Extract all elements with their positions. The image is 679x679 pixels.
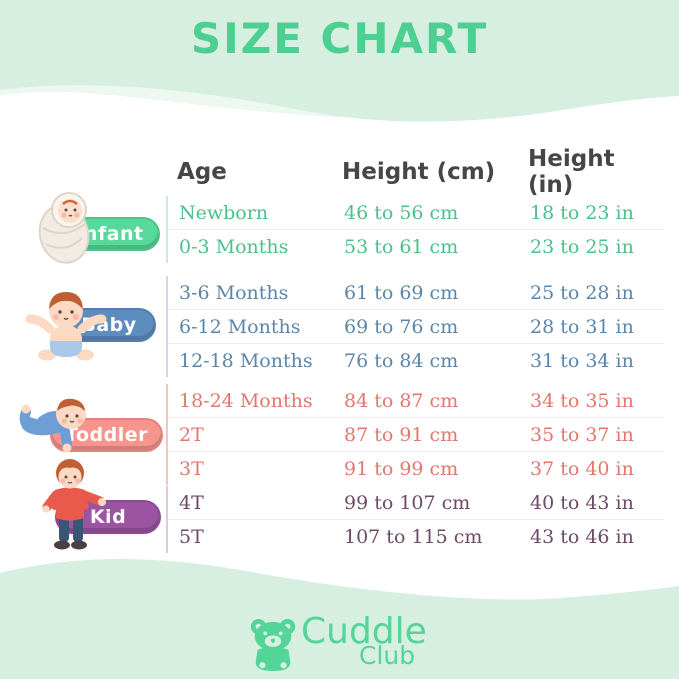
page-title: SIZE CHART <box>190 14 489 63</box>
brand-name: Cuddle <box>301 611 427 652</box>
age-cell: 3T <box>179 457 204 480</box>
badge-label: Infant <box>76 223 144 245</box>
toddler-row-group: 18-24 Months 84 to 87 cm 34 to 35 in 2T … <box>166 384 664 485</box>
height-in-cell: 28 to 31 in <box>530 315 634 338</box>
header-height-in: Height (in) <box>528 146 615 198</box>
age-cell: 18-24 Months <box>179 389 313 412</box>
age-cell: 0-3 Months <box>179 235 289 258</box>
table-row: 4T 99 to 107 cm 40 to 43 in <box>168 486 664 519</box>
age-cell: Newborn <box>179 201 269 224</box>
table-header: Age Height (cm) Height (in) <box>166 146 662 198</box>
height-cm-cell: 84 to 87 cm <box>344 389 459 412</box>
badge-label: Kid <box>89 506 127 528</box>
swaddled-infant-illustration-icon <box>38 192 90 264</box>
table-row: 6-12 Months 69 to 76 cm 28 to 31 in <box>168 309 664 343</box>
height-in-cell: 23 to 25 in <box>530 235 634 258</box>
kid-row-group: 4T 99 to 107 cm 40 to 43 in 5T 107 to 11… <box>166 486 664 553</box>
height-cm-cell: 46 to 56 cm <box>344 201 459 224</box>
brand-sub-name: Club <box>359 641 416 670</box>
age-cell: 6-12 Months <box>179 315 301 338</box>
top-wave-decoration <box>0 0 679 122</box>
age-cell: 3-6 Months <box>179 281 289 304</box>
table-row: 0-3 Months 53 to 61 cm 23 to 25 in <box>168 229 664 263</box>
baby-row-group: 3-6 Months 61 to 69 cm 25 to 28 in 6-12 … <box>166 276 664 377</box>
height-in-cell: 43 to 46 in <box>530 525 634 548</box>
header-height-cm: Height (cm) <box>342 159 496 185</box>
crawling-toddler-illustration-icon <box>19 398 86 453</box>
table-row: 3-6 Months 61 to 69 cm 25 to 28 in <box>168 276 664 309</box>
height-in-cell: 37 to 40 in <box>530 457 634 480</box>
age-cell: 5T <box>179 525 204 548</box>
height-in-cell: 25 to 28 in <box>530 281 634 304</box>
table-row: 3T 91 to 99 cm 37 to 40 in <box>168 451 664 485</box>
age-cell: 12-18 Months <box>179 349 313 372</box>
table-row: 12-18 Months 76 to 84 cm 31 to 34 in <box>168 343 664 377</box>
height-in-cell: 40 to 43 in <box>530 491 634 514</box>
height-cm-cell: 61 to 69 cm <box>344 281 459 304</box>
height-in-cell: 34 to 35 in <box>530 389 634 412</box>
bottom-wave-decoration <box>0 559 679 679</box>
height-cm-cell: 107 to 115 cm <box>344 525 483 548</box>
table-row: 18-24 Months 84 to 87 cm 34 to 35 in <box>168 384 664 417</box>
height-in-cell: 35 to 37 in <box>530 423 634 446</box>
teddy-bear-icon <box>250 618 296 672</box>
header-age: Age <box>177 159 227 185</box>
height-cm-cell: 87 to 91 cm <box>344 423 459 446</box>
table-row: 5T 107 to 115 cm 43 to 46 in <box>168 519 664 553</box>
standing-kid-illustration-icon <box>42 459 106 550</box>
badge-label: Toddler <box>65 424 148 446</box>
sitting-baby-illustration-icon <box>25 292 107 361</box>
table-row: 2T 87 to 91 cm 35 to 37 in <box>168 417 664 451</box>
age-cell: 2T <box>179 423 204 446</box>
age-cell: 4T <box>179 491 204 514</box>
height-in-cell: 31 to 34 in <box>530 349 634 372</box>
height-cm-cell: 99 to 107 cm <box>344 491 471 514</box>
height-cm-cell: 53 to 61 cm <box>344 235 459 258</box>
infant-row-group: Newborn 46 to 56 cm 18 to 23 in 0-3 Mont… <box>166 196 664 263</box>
height-in-cell: 18 to 23 in <box>530 201 634 224</box>
height-cm-cell: 69 to 76 cm <box>344 315 459 338</box>
height-cm-cell: 91 to 99 cm <box>344 457 459 480</box>
table-row: Newborn 46 to 56 cm 18 to 23 in <box>168 196 664 229</box>
height-cm-cell: 76 to 84 cm <box>344 349 459 372</box>
